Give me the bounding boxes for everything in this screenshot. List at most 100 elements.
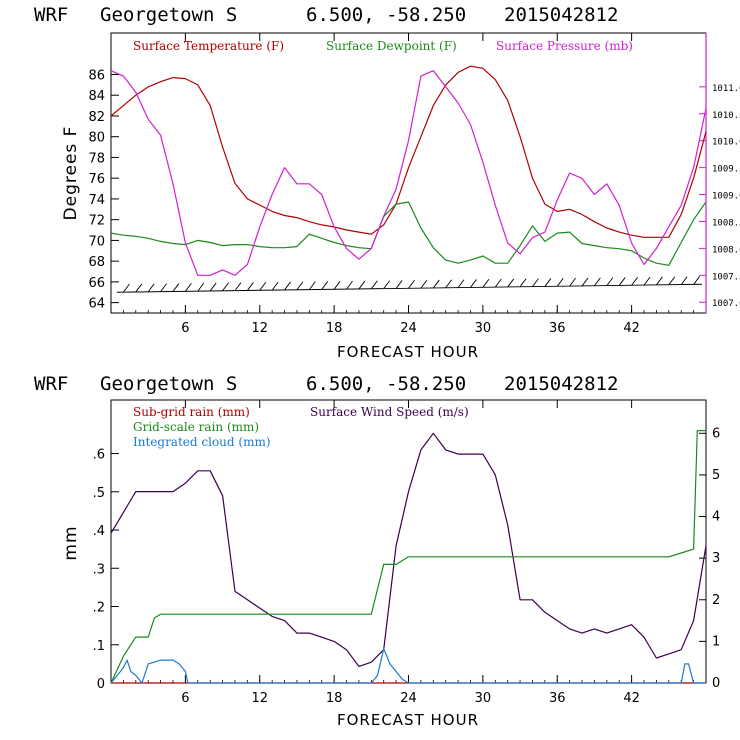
y-tick-label: .4 [93, 524, 105, 539]
wind-barb [321, 281, 329, 290]
bottom-header-location: Georgetown S [100, 373, 237, 395]
wind-barb [532, 278, 539, 287]
legend-surface-wind-speed: Surface Wind Speed (m/s) [310, 405, 469, 419]
legend-surface-pressure: Surface Pressure (mb) [496, 39, 633, 53]
series-line-integrated-cloud-mm [110, 647, 706, 684]
wind-barb [408, 279, 415, 289]
series-line-surface-dewpoint-f [110, 201, 707, 266]
right-tick-label: 1007.0 [712, 299, 740, 309]
top-header: WRF Georgetown S 6.500, -58.250 20150428… [34, 4, 618, 26]
wind-barb [271, 281, 279, 291]
y-tick-label: 64 [88, 297, 105, 312]
x-tick-label: 24 [400, 691, 417, 706]
wind-barb [519, 278, 527, 288]
y-tick-label: 68 [88, 255, 105, 270]
wind-barb [296, 281, 304, 291]
right-tick-label: 1010.5 [712, 111, 740, 121]
wind-barb [135, 283, 143, 293]
wind-barb [482, 278, 490, 288]
x-tick-label: 18 [326, 691, 343, 706]
x-tick-label: 6 [181, 691, 189, 706]
top-plot-frame [110, 32, 707, 314]
wind-barb [643, 276, 651, 286]
bottom-right-ticks: 0 1 2 3 4 5 6 [699, 426, 720, 691]
x-tick-label: 12 [251, 321, 268, 336]
right-tick-label: 2 [712, 593, 720, 608]
wind-barb [556, 277, 564, 287]
right-tick-label: 1009.5 [712, 165, 740, 175]
top-header-location: Georgetown S [100, 4, 237, 26]
legend-surface-temperature: Surface Temperature (F) [133, 39, 284, 53]
wind-barb [197, 282, 205, 292]
y-tick-label: 76 [88, 172, 105, 187]
wind-barb [346, 280, 353, 290]
top-x-ticks: 6 12 18 24 30 36 42 [122, 33, 695, 336]
top-header-coords: 6.500, -58.250 [306, 4, 466, 26]
wind-barb [172, 283, 180, 292]
wind-barb [445, 279, 453, 289]
wind-barb [420, 279, 428, 289]
legend-integrated-cloud: Integrated cloud (mm) [133, 435, 271, 449]
x-tick-label: 6 [181, 321, 189, 336]
right-tick-label: 1008.5 [712, 218, 740, 228]
legend-surface-dewpoint: Surface Dewpoint (F) [326, 39, 457, 53]
x-tick-label: 30 [475, 691, 492, 706]
wind-barb [606, 277, 614, 286]
y-tick-label: .5 [93, 486, 105, 501]
wind-barb [246, 282, 254, 291]
right-tick-label: 0 [712, 676, 720, 691]
bottom-header-init: 2015042812 [504, 373, 618, 395]
right-tick-label: 6 [712, 426, 720, 441]
bottom-y-ticks: 0 .1 .2 .3 .4 .5 .6 [93, 448, 119, 692]
y-tick-label: .1 [93, 639, 105, 654]
x-tick-label: 42 [623, 321, 640, 336]
top-series-group [110, 65, 707, 276]
y-tick-label: 82 [88, 110, 105, 125]
wind-barb [494, 278, 502, 288]
wind-barb [383, 280, 391, 289]
bottom-header-coords: 6.500, -58.250 [306, 373, 466, 395]
wind-barb [370, 280, 378, 290]
x-tick-label: 18 [326, 321, 343, 336]
wind-barb [222, 282, 229, 292]
y-tick-label: 84 [88, 89, 105, 104]
wind-barb [693, 276, 700, 285]
y-tick-label: 78 [88, 151, 105, 166]
wind-barb [333, 280, 341, 290]
wind-barb [185, 282, 192, 292]
wind-barb [507, 278, 515, 288]
wind-barb [581, 277, 589, 287]
right-tick-label: 1 [712, 634, 720, 649]
top-header-model: WRF [34, 4, 68, 26]
x-tick-label: 36 [549, 691, 566, 706]
y-tick-label: .6 [93, 448, 105, 463]
series-line-grid-scale-rain-mm [110, 430, 706, 684]
wind-barb [308, 281, 316, 290]
wind-barb-baseline [116, 283, 703, 293]
y-tick-label: .2 [93, 601, 105, 616]
right-tick-label: 1009.0 [712, 192, 740, 202]
right-tick-label: 1011.0 [712, 84, 740, 94]
wind-barb [668, 276, 676, 286]
y-tick-label: 0 [97, 677, 105, 692]
wind-barb [470, 279, 477, 288]
series-line-surface-temperature-f [110, 65, 707, 238]
wind-barb [432, 279, 440, 289]
right-tick-label: 1010.0 [712, 138, 740, 148]
wind-barb [147, 283, 155, 293]
top-y-ticks: 64 66 68 70 72 74 76 78 80 82 84 86 [88, 68, 119, 312]
x-tick-label: 30 [475, 321, 492, 336]
wind-barb [544, 278, 552, 287]
wind-barb [209, 282, 217, 292]
wind-barb [680, 276, 688, 285]
top-legend: Surface Temperature (F) Surface Dewpoint… [133, 39, 633, 53]
series-line-surface-wind-speed-m-s [110, 432, 707, 668]
right-tick-label: 3 [712, 551, 720, 566]
wind-barb [395, 280, 403, 289]
y-tick-label: 80 [88, 131, 105, 146]
wind-barb [123, 283, 130, 293]
y-tick-label: 86 [88, 68, 105, 83]
top-y-axis-label: Degrees F [61, 126, 81, 221]
wind-barb [594, 277, 601, 287]
